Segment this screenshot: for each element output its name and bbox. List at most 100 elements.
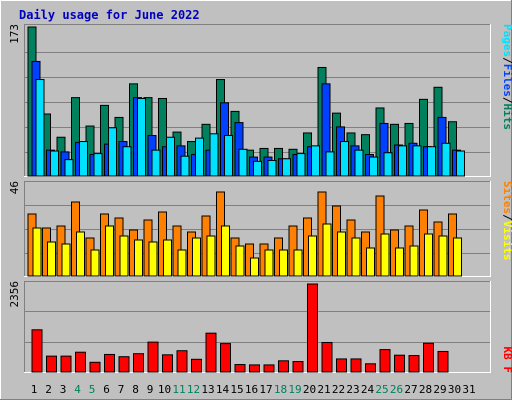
svg-text:Pages/Files/Hits: Pages/Files/Hits	[501, 24, 512, 130]
bar-visits-day-18	[279, 249, 288, 277]
bar-kb-f-day-18	[278, 360, 289, 373]
chart-title: Daily usage for June 2022	[19, 8, 200, 22]
bar-visits-day-15	[235, 245, 245, 277]
bar-visits-day-20	[308, 235, 317, 277]
bar-kb-f-day-14	[220, 343, 231, 373]
x-tick-label-23: 23	[346, 383, 359, 396]
x-tick-label-9: 9	[147, 383, 154, 396]
x-tick-label-21: 21	[317, 383, 330, 396]
x-tick-label-31: 31	[462, 383, 475, 396]
bar-visits-day-17	[264, 249, 274, 277]
x-tick-label-28: 28	[419, 383, 432, 396]
x-tick-label-25: 25	[375, 383, 388, 396]
chart-panels: 173 Pages/Files/Hits 46 Sites/Visits 2356 KB …	[8, 24, 512, 373]
bar-visits-day-25	[380, 233, 390, 277]
bar-visits-day-29	[438, 235, 448, 277]
x-tick-label-1: 1	[31, 383, 38, 396]
bar-visits-day-23	[351, 237, 361, 277]
x-tick-label-13: 13	[201, 383, 214, 396]
bar-visits-day-1	[32, 227, 42, 277]
bar-pages-day-29	[441, 142, 451, 177]
panel-hits-files-pages: 173 Pages/Files/Hits	[8, 24, 512, 177]
bar-visits-day-13	[206, 235, 216, 277]
x-tick-label-7: 7	[118, 383, 125, 396]
bar-pages-day-15	[238, 148, 248, 177]
bar-pages-day-28	[427, 146, 436, 177]
bar-pages-day-27	[412, 145, 422, 177]
bar-kb-f-day-4	[75, 351, 86, 373]
bar-pages-day-25	[383, 152, 393, 177]
bar-pages-day-12	[195, 137, 204, 177]
x-tick-label-8: 8	[132, 383, 139, 396]
bar-kb-f-day-23	[350, 358, 362, 373]
svg-text:Sites/Visits: Sites/Visits	[501, 181, 512, 261]
bar-kb-f-day-9	[147, 341, 159, 373]
bar-kb-f-day-16	[249, 364, 260, 373]
svg-text:KB F: KB F	[501, 347, 512, 374]
legend-visits: Visits	[501, 221, 512, 261]
bar-kb-f-day-6	[104, 353, 115, 373]
bar-kb-f-day-5	[89, 361, 101, 373]
legend-sites: Sites	[501, 181, 512, 214]
x-tick-label-6: 6	[103, 383, 110, 396]
x-tick-label-30: 30	[448, 383, 461, 396]
panel-visits-sites: 46 Sites/Visits	[8, 181, 512, 277]
x-tick-label-5: 5	[89, 383, 96, 396]
bar-kb-f-day-8	[133, 353, 144, 373]
bar-kb-f-day-19	[292, 361, 304, 373]
bar-pages-day-8	[137, 97, 146, 177]
bar-pages-day-19	[296, 153, 306, 177]
bar-pages-day-23	[354, 149, 364, 177]
bar-kb-f-day-7	[118, 356, 130, 373]
x-tick-label-19: 19	[288, 383, 301, 396]
bar-kb-f-day-29	[437, 350, 449, 373]
bar-visits-day-24	[366, 247, 375, 277]
bar-pages-day-1	[35, 79, 45, 177]
bar-pages-day-5	[93, 153, 103, 177]
bar-visits-day-11	[177, 249, 187, 277]
bar-kb-f-day-2	[46, 355, 57, 373]
y-max-label: 46	[8, 181, 21, 194]
x-tick-label-20: 20	[303, 383, 316, 396]
bar-visits-day-8	[134, 239, 143, 277]
x-tick-label-22: 22	[332, 383, 345, 396]
bar-pages-day-16	[253, 160, 262, 177]
y-max-label: 173	[8, 24, 21, 44]
x-tick-label-11: 11	[172, 383, 185, 396]
bar-pages-day-11	[180, 155, 190, 177]
bar-visits-day-27	[409, 245, 419, 277]
panel-kbytes: 2356 KB F	[8, 281, 512, 373]
legend-visits-sites: Sites/Visits	[501, 181, 512, 261]
bar-pages-day-13	[209, 133, 219, 177]
x-tick-label-15: 15	[230, 383, 243, 396]
bar-kb-f-day-28	[423, 342, 434, 373]
bar-kb-f-day-26	[394, 354, 405, 373]
bar-visits-day-6	[105, 225, 114, 277]
bar-visits-day-5	[90, 249, 100, 277]
bar-pages-day-20	[311, 145, 320, 177]
legend-kbytes: KB F	[501, 347, 512, 374]
bar-kb-f-day-24	[365, 363, 376, 373]
bar-pages-day-24	[369, 156, 378, 177]
x-tick-label-4: 4	[74, 383, 81, 396]
bar-pages-day-18	[282, 158, 291, 177]
bar-pages-day-30	[456, 150, 465, 177]
x-tick-label-3: 3	[60, 383, 67, 396]
bar-kb-f-day-20	[307, 283, 318, 373]
bar-kb-f-day-17	[263, 364, 275, 373]
x-tick-label-27: 27	[404, 383, 417, 396]
bar-kb-f-day-1	[31, 329, 43, 373]
bar-kb-f-day-22	[336, 358, 347, 373]
legend-files: Files	[501, 64, 512, 97]
x-tick-label-2: 2	[45, 383, 52, 396]
x-tick-label-16: 16	[245, 383, 258, 396]
bar-visits-day-30	[453, 237, 462, 277]
bar-visits-day-7	[119, 235, 129, 277]
bar-pages-day-10	[166, 136, 175, 177]
x-tick-label-10: 10	[158, 383, 171, 396]
bar-visits-day-22	[337, 231, 346, 277]
legend-kb-f: KB F	[501, 347, 512, 374]
x-tick-label-17: 17	[259, 383, 272, 396]
x-tick-label-12: 12	[187, 383, 200, 396]
